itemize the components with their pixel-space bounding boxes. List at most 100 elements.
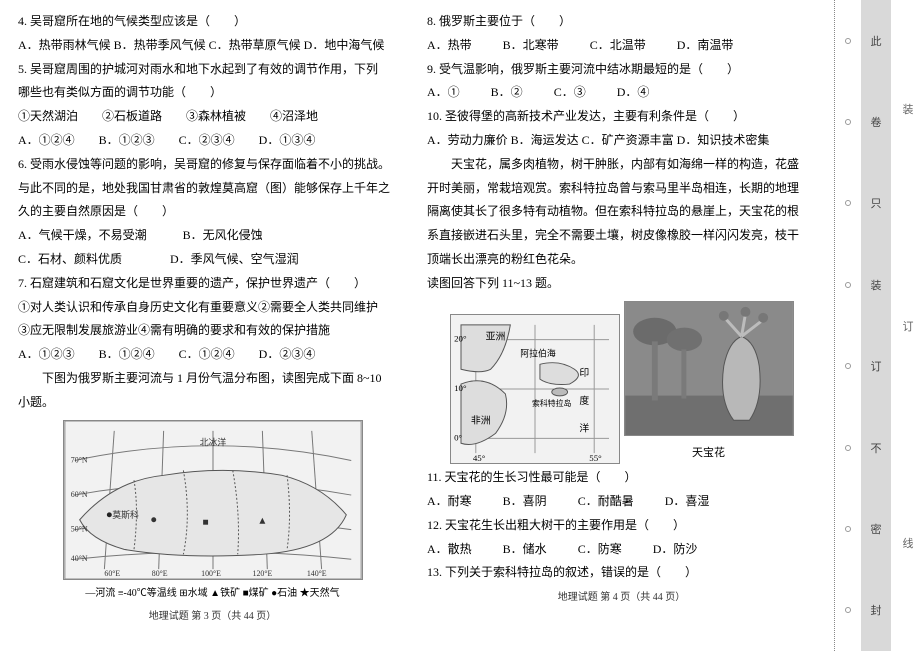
punch-hole-icon xyxy=(845,607,851,613)
q9-optA: A．① xyxy=(427,85,460,99)
q6-optD: D．季风气候、空气湿润 xyxy=(170,252,299,266)
q4-options: A．热带雨林气候 B．热带季风气候 C．热带草原气候 D．地中海气候 xyxy=(18,34,407,57)
right-footer: 地理试题 第 4 页（共 44 页） xyxy=(427,588,816,607)
gutter-char: 订 xyxy=(903,318,914,334)
svg-text:45°: 45° xyxy=(472,453,485,463)
q6-optA: A．气候干燥，不易受潮 xyxy=(18,228,147,242)
gutter-char: 只 xyxy=(871,195,882,211)
svg-text:50°N: 50°N xyxy=(70,524,87,533)
q11-optB: B．喜阴 xyxy=(503,494,547,508)
q6-stem-3: 久的主要自然原因是（ ） xyxy=(18,200,407,223)
punch-hole-icon xyxy=(845,200,851,206)
gutter-char: 装 xyxy=(871,277,882,293)
q11-options: A．耐寒 B．喜阴 C．耐酷暑 D．喜湿 xyxy=(427,490,816,513)
svg-text:非洲: 非洲 xyxy=(470,415,490,427)
page-root: 4. 吴哥窟所在地的气候类型应该是（ ） A．热带雨林气候 B．热带季风气候 C… xyxy=(0,0,920,651)
q9-optC: C．③ xyxy=(554,85,586,99)
punch-hole-icon xyxy=(845,445,851,451)
q8-optB: B．北寒带 xyxy=(503,38,559,52)
passage-right-1: 天宝花，属多肉植物，树干肿胀，内部有如海绵一样的构造，花盛 xyxy=(427,153,816,176)
russia-map-figure: 莫斯科 北冰洋 70°N 60°N 50°N 40°N 60°E 80°E 10… xyxy=(63,420,363,580)
svg-text:40°N: 40°N xyxy=(70,554,87,563)
q6-stem-2: 与此不同的是，地处我国甘肃省的敦煌莫高窟（图）能够保存上千年之 xyxy=(18,177,407,200)
passage-right-6: 读图回答下列 11~13 题。 xyxy=(427,272,816,295)
svg-text:140°E: 140°E xyxy=(306,569,326,578)
gutter-char: 不 xyxy=(871,440,882,456)
q10-stem: 10. 圣彼得堡的高新技术产业发达，主要有利条件是（ ） xyxy=(427,105,816,128)
svg-text:阿拉伯海: 阿拉伯海 xyxy=(520,348,556,359)
q8-optA: A．热带 xyxy=(427,38,472,52)
content-area: 4. 吴哥窟所在地的气候类型应该是（ ） A．热带雨林气候 B．热带季风气候 C… xyxy=(0,0,834,651)
q12-optC: C．防寒 xyxy=(578,542,622,556)
q10-options: A．劳动力廉价 B．海运发达 C．矿产资源丰富 D．知识技术密集 xyxy=(427,129,816,152)
gutter-char: 此 xyxy=(871,33,882,49)
gutter-char: 卷 xyxy=(871,114,882,130)
gutter-dots-col xyxy=(843,0,853,651)
q7-options: A．①②③ B．①②④ C．①②④ D．②③④ xyxy=(18,343,407,366)
binding-gutter: 此 卷 只 装 订 不 密 封 装 订 线 xyxy=(834,0,920,651)
socotra-map-figure: 20° 10° 0° 45° 55° 亚洲 非洲 阿拉伯海 印 度 洋 索科特拉… xyxy=(450,314,620,464)
plant-photo-block: 天宝花 xyxy=(624,301,794,465)
plant-photo-figure xyxy=(624,301,794,436)
q12-optD: D．防沙 xyxy=(653,542,698,556)
punch-hole-icon xyxy=(845,363,851,369)
q12-optA: A．散热 xyxy=(427,542,472,556)
q11-optA: A．耐寒 xyxy=(427,494,472,508)
map-city-label: 莫斯科 xyxy=(112,508,139,519)
q7-items-1: ①对人类认识和传承自身历史文化有重要意义②需要全人类共同维护 xyxy=(18,296,407,319)
q6-optC: C．石材、颜料优质 xyxy=(18,252,122,266)
q8-optC: C．北温带 xyxy=(590,38,646,52)
passage-right-3: 隔离使其长了很多特有动植物。但在索科特拉岛的悬崖上，天宝花的根 xyxy=(427,200,816,223)
q12-optB: B．储水 xyxy=(503,542,547,556)
q7-stem: 7. 石窟建筑和石窟文化是世界重要的遗产，保护世界遗产（ ） xyxy=(18,272,407,295)
passage-left-1: 下图为俄罗斯主要河流与 1 月份气温分布图，读图完成下面 8~10 xyxy=(18,367,407,390)
q6-stem-1: 6. 受雨水侵蚀等问题的影响，吴哥窟的修复与保存面临着不小的挑战。 xyxy=(18,153,407,176)
figure-row: 20° 10° 0° 45° 55° 亚洲 非洲 阿拉伯海 印 度 洋 索科特拉… xyxy=(427,301,816,465)
punch-hole-icon xyxy=(845,526,851,532)
svg-text:洋: 洋 xyxy=(579,422,589,435)
svg-text:55°: 55° xyxy=(589,453,602,463)
q11-stem: 11. 天宝花的生长习性最可能是（ ） xyxy=(427,466,816,489)
gutter-char: 订 xyxy=(871,358,882,374)
q7-items-2: ③应无限制发展旅游业④需有明确的要求和有效的保护措施 xyxy=(18,319,407,342)
q9-optD: D．④ xyxy=(617,85,650,99)
svg-text:80°E: 80°E xyxy=(151,569,167,578)
left-column: 4. 吴哥窟所在地的气候类型应该是（ ） A．热带雨林气候 B．热带季风气候 C… xyxy=(8,10,417,641)
svg-text:0°: 0° xyxy=(454,433,462,443)
q5-stem-2: 哪些也有类似方面的调节功能（ ） xyxy=(18,81,407,104)
map-sea-label: 北冰洋 xyxy=(199,436,226,447)
svg-text:度: 度 xyxy=(579,394,589,407)
q9-stem: 9. 受气温影响，俄罗斯主要河流中结冰期最短的是（ ） xyxy=(427,58,816,81)
q9-optB: B．② xyxy=(491,85,523,99)
gutter-char: 线 xyxy=(903,535,914,551)
q12-stem: 12. 天宝花生长出粗大树干的主要作用是（ ） xyxy=(427,514,816,537)
punch-hole-icon xyxy=(845,38,851,44)
punch-hole-icon xyxy=(845,119,851,125)
gutter-inner-text: 此 卷 只 装 订 不 密 封 xyxy=(861,0,891,651)
passage-right-5: 顶端长出漂亮的粉红色花朵。 xyxy=(427,248,816,271)
q6-options-row2: C．石材、颜料优质 D．季风气候、空气湿润 xyxy=(18,248,407,271)
svg-text:60°E: 60°E xyxy=(104,569,120,578)
q11-optC: C．耐酷暑 xyxy=(578,494,634,508)
plant-photo-label: 天宝花 xyxy=(624,443,794,464)
gutter-outer-text: 装 订 线 xyxy=(897,0,919,651)
q6-options-row1: A．气候干燥，不易受潮 B．无风化侵蚀 xyxy=(18,224,407,247)
gutter-char: 密 xyxy=(871,521,882,537)
q5-options: A．①②④ B．①②③ C．②③④ D．①③④ xyxy=(18,129,407,152)
svg-text:10°: 10° xyxy=(454,383,467,393)
svg-text:印: 印 xyxy=(579,367,589,379)
svg-text:100°E: 100°E xyxy=(201,569,221,578)
svg-text:20°: 20° xyxy=(454,334,467,344)
q4-stem: 4. 吴哥窟所在地的气候类型应该是（ ） xyxy=(18,10,407,33)
q5-stem-1: 5. 吴哥窟周围的护城河对雨水和地下水起到了有效的调节作用，下列 xyxy=(18,58,407,81)
q5-items: ①天然湖泊 ②石板道路 ③森林植被 ④沼泽地 xyxy=(18,105,407,128)
svg-text:70°N: 70°N xyxy=(70,455,87,464)
svg-text:120°E: 120°E xyxy=(252,569,272,578)
q13-stem: 13. 下列关于索科特拉岛的叙述，错误的是（ ） xyxy=(427,561,816,584)
q9-options: A．① B．② C．③ D．④ xyxy=(427,81,816,104)
q8-options: A．热带 B．北寒带 C．北温带 D．南温带 xyxy=(427,34,816,57)
passage-right-4: 系直接嵌进石头里，完全不需要土壤，树皮像橡胶一样闪闪发亮，枝干 xyxy=(427,224,816,247)
punch-hole-icon xyxy=(845,282,851,288)
q11-optD: D．喜湿 xyxy=(665,494,710,508)
right-column: 8. 俄罗斯主要位于（ ） A．热带 B．北寒带 C．北温带 D．南温带 9. … xyxy=(417,10,826,641)
